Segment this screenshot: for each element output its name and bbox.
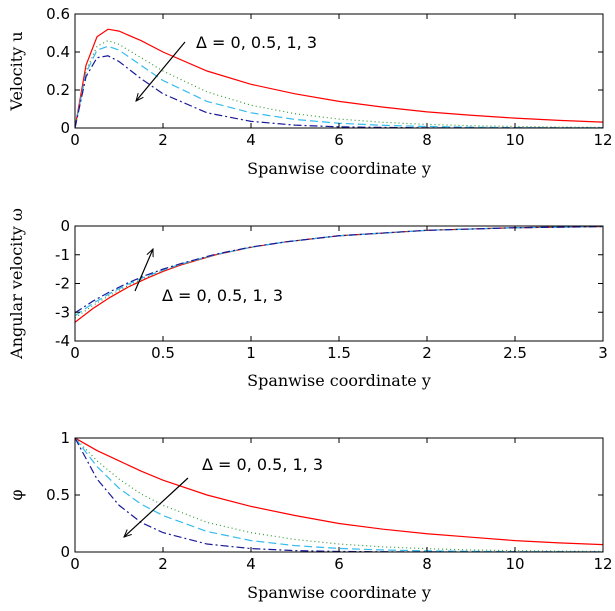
x-tick-label: 6: [334, 131, 344, 149]
x-tick-label: 0.5: [151, 344, 175, 362]
velocity-panel: 0 2 4 6 8 10 12 0 0.2 0.4 0.6 Spanwise coordinate y…: [7, 5, 613, 178]
plot-frame: [74, 437, 604, 553]
x-tick-label: 8: [422, 131, 432, 149]
y-axis-label: φ: [7, 489, 26, 500]
x-tick-label: 2: [158, 555, 168, 573]
series-line-3: [75, 226, 603, 314]
y-tick-label: 0: [60, 119, 70, 137]
x-axis-label: Spanwise coordinate y: [247, 159, 431, 178]
x-axis-label: Spanwise coordinate y: [247, 371, 431, 390]
series-line-1: [75, 39, 603, 128]
y-tick-label: 0.5: [46, 486, 70, 504]
series-line-0: [75, 28, 603, 128]
series-line-1: [75, 226, 603, 319]
x-tick-label: 2.5: [503, 344, 527, 362]
series-line-1: [75, 438, 603, 552]
trend-arrow: [124, 477, 189, 537]
x-tick-label: 1.5: [327, 344, 351, 362]
x-axis-label: Spanwise coordinate y: [247, 583, 431, 602]
y-tick-label: -1: [55, 246, 70, 264]
y-tick-label: -4: [55, 332, 70, 350]
y-axis-label: Velocity u: [7, 31, 26, 111]
phi-panel: 0 2 4 6 8 10 12 0 0.5 1 Spanwise coordinate y φ Δ = …: [7, 429, 613, 602]
x-tick-label: 0: [70, 344, 80, 362]
x-tick-label: 1: [246, 344, 256, 362]
series-line-3: [75, 438, 603, 552]
angular-velocity-panel: 0 0.5 1 1.5 2 2.5 3 -4 -3 -2 -1 0 Spanwise coordinat…: [7, 208, 608, 390]
x-tick-label: 10: [505, 555, 524, 573]
series-line-3: [75, 55, 603, 128]
y-tick-label: 0: [60, 543, 70, 561]
trend-arrow: [134, 249, 153, 292]
y-tick-label: 0: [60, 217, 70, 235]
series-line-2: [75, 45, 603, 128]
series-line-2: [75, 226, 603, 317]
x-tick-label: 12: [593, 131, 612, 149]
x-tick-label: 4: [246, 555, 256, 573]
plot-frame: [74, 225, 604, 342]
y-tick-label: 0.4: [46, 43, 70, 61]
x-tick-label: 0: [70, 555, 80, 573]
x-tick-label: 0: [70, 131, 80, 149]
series-line-0: [75, 226, 603, 323]
plot-frame: [74, 13, 604, 129]
y-tick-label: 0.2: [46, 81, 70, 99]
y-tick-label: 0.6: [46, 5, 70, 23]
y-axis-label: Angular velocity ω: [7, 208, 26, 360]
x-tick-label: 2: [422, 344, 432, 362]
delta-annotation: Δ = 0, 0.5, 1, 3: [202, 455, 323, 474]
series-line-0: [75, 438, 603, 546]
x-tick-label: 4: [246, 131, 256, 149]
x-tick-label: 2: [158, 131, 168, 149]
x-tick-label: 8: [422, 555, 432, 573]
y-tick-label: 1: [60, 429, 70, 447]
delta-annotation: Δ = 0, 0.5, 1, 3: [196, 33, 317, 52]
x-tick-label: 10: [505, 131, 524, 149]
x-tick-label: 3: [598, 344, 608, 362]
series-line-2: [75, 438, 603, 552]
trend-arrow: [136, 41, 186, 101]
x-tick-label: 12: [593, 555, 612, 573]
y-tick-label: -3: [55, 303, 70, 321]
x-tick-label: 6: [334, 555, 344, 573]
delta-annotation: Δ = 0, 0.5, 1, 3: [162, 286, 283, 305]
y-tick-label: -2: [55, 275, 70, 293]
